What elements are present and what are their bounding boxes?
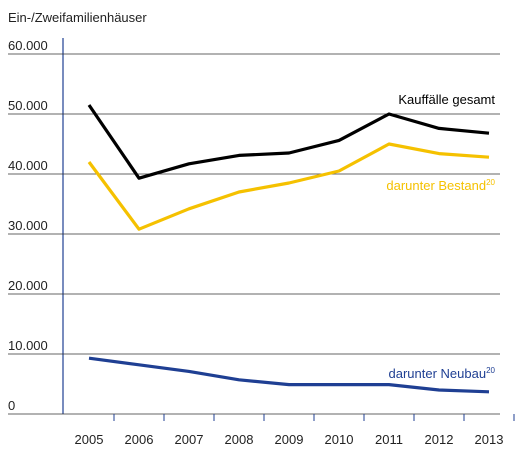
x-tick-label: 2006 [125,432,154,447]
axis-label: Ein-/Zweifamilienhäuser [8,10,147,25]
series-note: 20 [486,178,495,187]
series-label: darunter Neubau20 [389,366,496,381]
y-tick-label: 10.000 [8,338,48,353]
series-name: darunter Neubau [389,366,487,381]
x-tick-label: 2012 [425,432,454,447]
x-tick-label: 2007 [175,432,204,447]
series-line [88,356,490,394]
x-tick-label: 2013 [475,432,504,447]
x-tick-label: 2008 [225,432,254,447]
x-tick-label: 2009 [275,432,304,447]
y-tick-label: 20.000 [8,278,48,293]
x-tick-label: 2011 [375,432,403,447]
y-tick-label: 30.000 [8,218,48,233]
series-name: Kauffälle gesamt [398,92,495,107]
series-line [87,142,490,231]
series-label: darunter Bestand20 [386,178,495,193]
series-line [87,104,490,180]
y-tick-label: 50.000 [8,98,48,113]
x-tick-label: 2010 [325,432,354,447]
y-tick-label: 60.000 [8,38,48,53]
series-name: darunter Bestand [386,178,486,193]
y-tick-label: 0 [8,398,15,413]
series-note: 20 [486,366,495,375]
series-label: Kauffälle gesamt [398,92,495,107]
y-tick-label: 40.000 [8,158,48,173]
x-tick-label: 2005 [75,432,104,447]
